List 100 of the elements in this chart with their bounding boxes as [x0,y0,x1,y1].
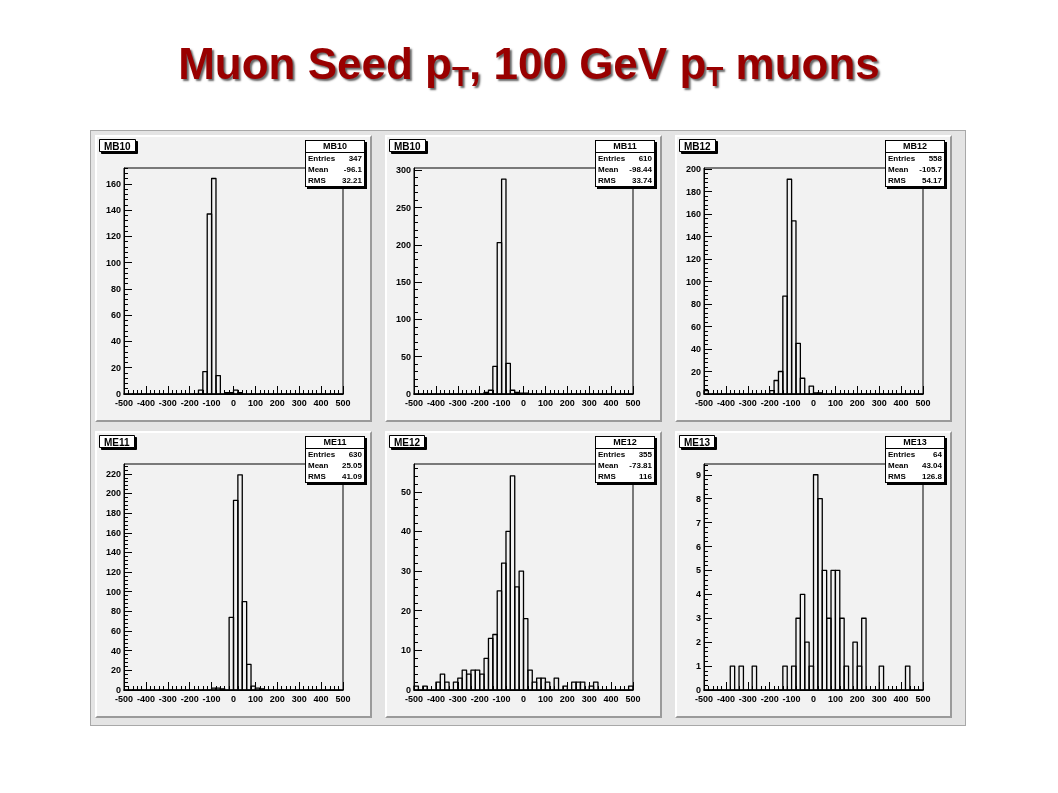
x-tick-label: -400 [716,693,735,704]
x-tick-label: 200 [559,397,575,408]
y-tick-label: 40 [400,526,411,537]
y-tick-label: 60 [110,626,121,637]
x-tick-label: -400 [716,397,735,408]
x-tick-label: 500 [335,397,351,408]
chart-title: ME11 [104,436,131,448]
y-tick-label: 120 [105,231,121,242]
x-tick-label: 300 [291,693,307,704]
y-tick-label: 140 [105,205,121,216]
x-tick-label: 100 [827,397,843,408]
x-tick-label: -200 [760,397,779,408]
x-tick-label: 0 [230,693,237,704]
y-tick-label: 50 [400,351,411,362]
text: MB10 [306,141,364,153]
text: ME12 [596,437,654,449]
text: Entries 355 [597,449,653,460]
y-tick-label: 80 [110,606,121,617]
text: MB12 [886,141,944,153]
annotation: RMS 41.09 [307,471,363,482]
text: Entries 347 [307,153,363,164]
y-tick-label: 100 [395,314,411,325]
annotation: Mean 43.04 [887,460,943,471]
x-tick-label: -400 [136,693,155,704]
x-tick-label: 100 [537,397,553,408]
text: Muon Seed p$_{T}$, 100 GeV p$_{T}$ muons [177,38,881,94]
y-tick-label: 7 [695,517,701,528]
y-tick-label: 40 [110,645,121,656]
y-tick-label: 0 [405,389,411,399]
x-tick-label: 0 [230,397,237,408]
y-tick-label: 200 [395,239,411,250]
annotation: RMS 32.21 [307,175,363,186]
x-tick-label: 300 [871,397,887,408]
y-tick-label: 0 [695,389,701,399]
y-tick-label: 160 [105,527,121,538]
x-tick-label: 500 [625,397,641,408]
x-tick-label: 400 [893,397,909,408]
x-tick-label: -200 [470,397,489,408]
x-tick-label: -200 [180,397,199,408]
y-tick-label: 160 [105,178,121,189]
x-tick-label: -500 [404,693,424,704]
x-tick-label: -500 [404,397,424,408]
x-tick-label: 500 [625,693,641,704]
x-tick-label: -200 [470,693,489,704]
y-tick-label: 120 [105,567,121,578]
y-tick-label: 150 [395,277,411,288]
y-tick-label: 100 [105,257,121,268]
annotation: RMS 54.17 [887,175,943,186]
x-tick-label: -300 [158,397,177,408]
x-tick-label: 400 [603,693,619,704]
y-tick-label: 10 [400,645,411,656]
text: MB11 [596,141,654,153]
x-tick-label: -200 [760,693,779,704]
annotation: Mean -96.1 [307,164,363,175]
x-tick-label: -100 [782,397,801,408]
y-tick-label: 30 [400,566,411,577]
x-tick-label: -500 [114,693,134,704]
annotation: RMS 33.74 [597,175,653,186]
y-tick-label: 0 [115,685,121,695]
y-tick-label: 80 [110,283,121,294]
y-tick-label: 20 [690,366,701,377]
y-tick-label: 1 [695,661,701,672]
y-tick-label: 250 [395,202,411,213]
x-tick-label: -100 [782,693,801,704]
y-tick-label: 300 [395,165,411,176]
x-tick-label: -400 [426,397,445,408]
text: Entries 610 [597,153,653,164]
x-tick-label: -200 [180,693,199,704]
y-tick-label: 180 [685,186,701,197]
y-tick-label: 4 [695,589,701,600]
x-tick-label: 0 [810,397,817,408]
x-tick-label: 400 [313,397,329,408]
y-tick-label: 20 [400,605,411,616]
x-tick-label: 200 [559,693,575,704]
y-tick-label: 100 [105,586,121,597]
y-tick-label: 40 [110,336,121,347]
x-tick-label: 500 [335,693,351,704]
y-tick-label: 5 [695,565,701,576]
y-tick-label: 100 [685,276,701,287]
x-tick-label: -500 [114,397,134,408]
x-tick-label: 400 [893,693,909,704]
x-tick-label: 0 [520,397,527,408]
text: Entries 630 [307,449,363,460]
x-tick-label: 100 [537,693,553,704]
text: ME13 [886,437,944,449]
y-tick-label: 60 [690,321,701,332]
y-tick-label: 6 [695,541,701,552]
y-tick-label: 140 [105,547,121,558]
x-tick-label: -100 [492,397,511,408]
x-tick-label: 300 [871,693,887,704]
y-tick-label: 180 [105,508,121,519]
annotation: Mean -73.81 [597,460,653,471]
x-tick-label: 200 [269,397,285,408]
y-tick-label: 50 [400,486,411,497]
y-tick-label: 60 [110,310,121,321]
annotation: Mean -98.44 [597,164,653,175]
y-tick-label: 200 [685,164,701,175]
x-tick-label: -100 [202,397,221,408]
annotation: Mean -105.7 [887,164,943,175]
y-tick-label: 140 [685,231,701,242]
